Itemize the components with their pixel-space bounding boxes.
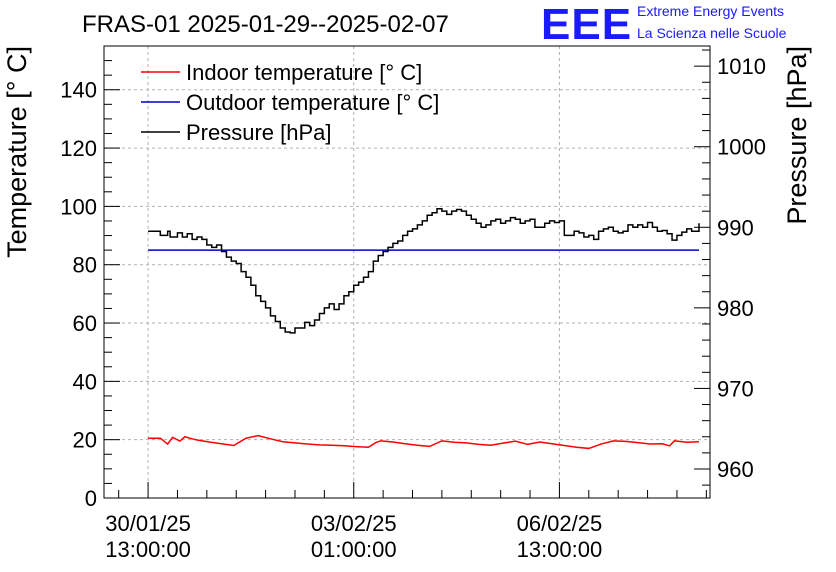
plot-frame — [103, 45, 711, 499]
y-tick-label: 100 — [60, 194, 97, 219]
y-tick-label: 140 — [60, 78, 97, 103]
legend-label-pressure: Pressure [hPa] — [186, 120, 332, 145]
y-tick-label: 80 — [73, 253, 97, 278]
series-layer — [148, 208, 700, 450]
legend-label-indoor: Indoor temperature [° C] — [186, 60, 422, 85]
x-tick-label-date: 06/02/25 — [517, 511, 603, 536]
grid-lines — [104, 46, 710, 498]
x-tick-label-date: 03/02/25 — [311, 511, 397, 536]
chart-title: FRAS-01 2025-01-29--2025-02-07 — [82, 11, 449, 38]
eee-logo: EEE — [541, 0, 633, 49]
x-tick-label-time: 13:00:00 — [105, 537, 191, 562]
y-tick-label: 0 — [85, 486, 97, 511]
y-tick-label: 20 — [73, 428, 97, 453]
y-tick-label: 120 — [60, 136, 97, 161]
legend: Indoor temperature [° C] Outdoor tempera… — [141, 60, 439, 145]
x-tick-label-time: 13:00:00 — [517, 537, 603, 562]
x-tick-label-date: 30/01/25 — [105, 511, 191, 536]
y2-axis-label: Pressure [hPa] — [782, 46, 812, 225]
y2-tick-label: 960 — [717, 457, 754, 482]
y-axis-label: Temperature [° C] — [2, 46, 32, 258]
series-indoor-temperature — [148, 434, 700, 450]
y2-tick-label: 970 — [717, 376, 754, 401]
logo-line-2: La Scienza nelle Scuole — [637, 25, 787, 41]
x-tick-label-time: 01:00:00 — [311, 537, 397, 562]
y-tick-label: 60 — [73, 311, 97, 336]
y2-tick-label: 1000 — [717, 135, 766, 160]
y2-tick-label: 1010 — [717, 54, 766, 79]
y2-tick-label: 980 — [717, 296, 754, 321]
series-pressure — [148, 208, 700, 334]
axes: 0 20 40 60 80 100 120 140 960 970 980 990 1000 1010 30… — [60, 45, 766, 562]
y2-tick-label: 990 — [717, 215, 754, 240]
y-tick-label: 40 — [73, 369, 97, 394]
logo-line-1: Extreme Energy Events — [637, 3, 785, 19]
legend-label-outdoor: Outdoor temperature [° C] — [186, 90, 439, 115]
